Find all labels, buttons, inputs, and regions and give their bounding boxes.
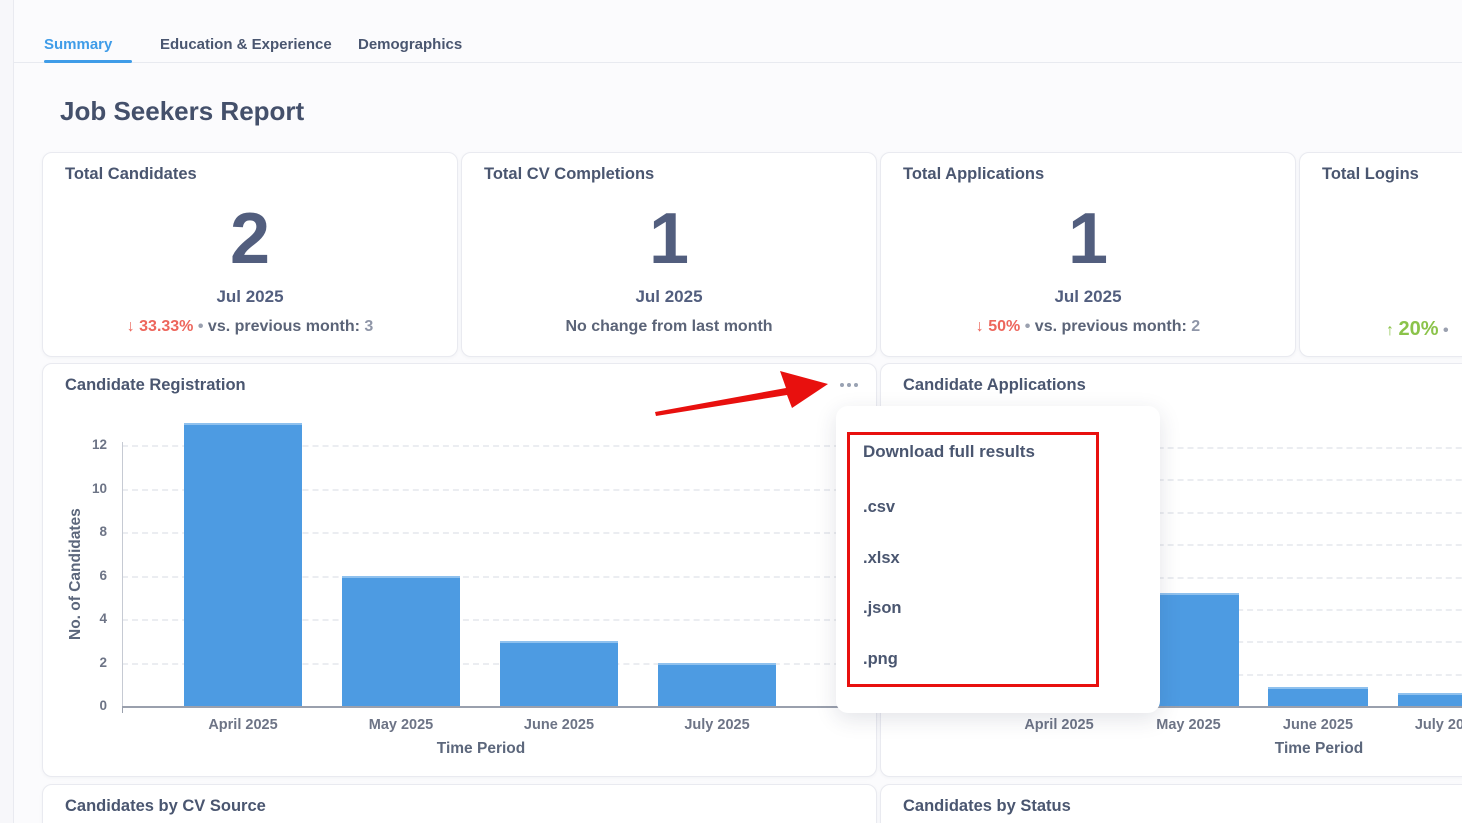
delta-label: vs. previous month: <box>1034 318 1187 335</box>
y-tick-label: 4 <box>99 611 107 626</box>
gridline <box>959 576 1462 579</box>
delta-percent: 50% <box>988 318 1021 335</box>
kpi-card-total-candidates: Total Candidates 2 Jul 2025 ↓ 33.33% • v… <box>42 152 458 357</box>
bar-june-2025 <box>1268 686 1368 706</box>
kpi-card-total-applications: Total Applications 1 Jul 2025 ↓ 50% • vs… <box>880 152 1296 357</box>
gridline <box>122 532 840 534</box>
tab-education-experience[interactable]: Education & Experience <box>160 36 332 53</box>
y-tick-label: 12 <box>91 437 107 452</box>
gridline <box>122 662 840 665</box>
bar-july-2025 <box>1397 693 1462 706</box>
menu-item-xlsx[interactable]: .xlsx <box>863 549 900 567</box>
gridline <box>959 511 1462 514</box>
gridline <box>122 575 840 578</box>
chart-title: Candidate Registration <box>65 376 246 394</box>
x-axis-line <box>122 706 840 708</box>
section-title: Candidates by CV Source <box>65 797 266 815</box>
arrow-down-icon: ↓ <box>126 318 135 335</box>
dot-separator: • <box>197 318 204 335</box>
section-title: Candidates by Status <box>903 797 1071 815</box>
kpi-card-total-logins: Total Logins ↑ 20% • <box>1299 152 1462 357</box>
bar-june-2025 <box>500 640 618 706</box>
kpi-title: Total Applications <box>903 165 1045 183</box>
y-tick-label: 10 <box>91 480 107 496</box>
kpi-value: 1 <box>648 199 690 279</box>
kpi-note: No change from last month <box>565 318 773 335</box>
kpi-value: 1 <box>1067 199 1109 279</box>
x-axis-title: Time Period <box>1274 740 1364 757</box>
page-title: Job Seekers Report <box>60 96 305 126</box>
delta-percent: 20% <box>1398 318 1439 340</box>
active-tab-underline <box>44 60 132 63</box>
kpi-title: Total CV Completions <box>484 165 655 183</box>
y-tick-label: 6 <box>99 567 107 583</box>
bar-may-2025 <box>342 575 460 706</box>
kpi-value: 2 <box>229 199 271 279</box>
kpi-period: Jul 2025 <box>1054 287 1122 306</box>
left-rail <box>0 0 14 823</box>
kpi-delta: ↑ 20% • <box>1386 318 1449 341</box>
x-tick-label: April 2025 <box>1024 717 1094 733</box>
bar-april-2025 <box>184 423 302 706</box>
y-tick-label: 0 <box>99 698 107 713</box>
x-tick-label: May 2025 <box>368 717 434 733</box>
dot-separator: • <box>1442 322 1449 339</box>
menu-item-json[interactable]: .json <box>863 599 902 617</box>
x-tick-label: June 2025 <box>1282 717 1354 733</box>
dot-separator: • <box>1024 318 1031 335</box>
kpi-delta: ↓ 50% • vs. previous month: 2 <box>881 318 1295 336</box>
x-tick-label: July 2025 <box>684 717 750 733</box>
gridline <box>959 447 1462 449</box>
arrow-down-icon: ↓ <box>975 318 984 335</box>
bar-july-2025 <box>658 662 776 706</box>
download-menu: Download full results .csv .xlsx .json .… <box>836 406 1160 713</box>
chart-title: Candidate Applications <box>903 376 1086 394</box>
axis-tick <box>122 708 123 713</box>
kpi-delta: ↓ 33.33% • vs. previous month: 3 <box>43 318 457 336</box>
x-tick-label: April 2025 <box>208 717 278 733</box>
gridline <box>122 619 840 621</box>
x-tick-label: June 2025 <box>523 717 595 733</box>
x-axis-line <box>959 706 1462 708</box>
registration-chart-plot: 0 2 4 6 8 10 12 April 2025 May 2025 June 2025 July… <box>43 364 876 776</box>
menu-item-csv[interactable]: .csv <box>863 498 896 516</box>
download-menu-title: Download full results <box>863 442 1035 461</box>
x-tick-label: July 2025 <box>1414 717 1462 733</box>
kpi-title: Total Logins <box>1322 165 1419 183</box>
arrow-up-icon: ↑ <box>1386 322 1394 339</box>
kpi-title: Total Candidates <box>65 165 197 183</box>
kpi-card-total-cv-completions: Total CV Completions 1 Jul 2025 No chang… <box>461 152 877 357</box>
chart-card-candidate-registration: Candidate Registration No. of Candidates… <box>42 363 877 777</box>
y-tick-label: 8 <box>99 524 107 539</box>
ellipsis-icon[interactable] <box>835 376 863 394</box>
x-tick-label: May 2025 <box>1156 717 1221 733</box>
gridline <box>959 544 1462 547</box>
tab-demographics[interactable]: Demographics <box>358 36 463 53</box>
delta-percent: 33.33% <box>139 318 194 335</box>
gridline <box>959 479 1462 482</box>
delta-previous-value: 2 <box>1191 318 1201 335</box>
gridline <box>122 488 840 491</box>
delta-previous-value: 3 <box>364 318 374 335</box>
y-tick-label: 2 <box>99 654 107 670</box>
tabbar-divider <box>14 62 1462 63</box>
kpi-period: Jul 2025 <box>216 287 284 306</box>
menu-item-png[interactable]: .png <box>863 650 898 668</box>
gridline <box>122 445 840 447</box>
section-card-candidates-by-cv-source: Candidates by CV Source <box>42 784 877 823</box>
y-axis-line <box>122 442 123 706</box>
delta-label: vs. previous month: <box>207 318 360 335</box>
section-card-candidates-by-status: Candidates by Status <box>880 784 1462 823</box>
kpi-period: Jul 2025 <box>635 287 703 306</box>
x-axis-title: Time Period <box>436 740 526 757</box>
tab-summary[interactable]: Summary <box>44 36 113 53</box>
